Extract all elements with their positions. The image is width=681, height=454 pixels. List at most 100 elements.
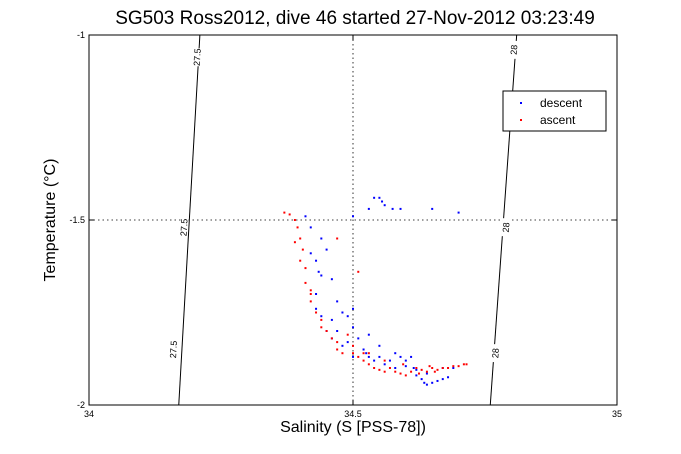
density-contour-label: 28: [490, 348, 501, 359]
data-point: [436, 368, 439, 371]
y-tick-label: -1: [77, 30, 85, 40]
data-point: [352, 355, 354, 358]
y-axis-label: Temperature (°C): [42, 159, 59, 282]
data-point: [299, 237, 302, 240]
x-tick-label: 34: [84, 409, 94, 419]
data-point: [365, 352, 368, 355]
data-point: [336, 330, 339, 332]
data-point: [436, 379, 439, 382]
data-point: [402, 363, 405, 366]
density-contour-label-bg: [509, 40, 519, 60]
density-contour-label-group: 27.5: [168, 340, 179, 359]
data-point: [357, 337, 360, 340]
data-point: [465, 363, 468, 366]
data-point: [301, 248, 304, 251]
data-point: [431, 381, 434, 384]
data-point: [352, 352, 354, 355]
data-point: [404, 359, 407, 362]
data-point: [352, 326, 354, 329]
data-point: [378, 355, 381, 358]
legend: descent ascent: [502, 90, 607, 132]
data-point: [304, 215, 307, 218]
data-point: [410, 370, 413, 373]
data-point: [423, 381, 426, 384]
chart-title: SG503 Ross2012, dive 46 started 27-Nov-2…: [115, 8, 595, 29]
data-point: [346, 315, 349, 318]
series-descent: [304, 196, 460, 386]
data-point: [315, 307, 318, 310]
density-contour-label-bg: [490, 343, 501, 363]
legend-marker: [520, 119, 522, 121]
x-axis-label: Salinity (S [PSS-78]): [280, 419, 426, 436]
x-tick-label: 34.5: [344, 409, 362, 419]
data-point: [404, 365, 407, 368]
data-point: [378, 344, 381, 347]
y-tick-label: -1.5: [69, 215, 85, 225]
data-point: [367, 333, 370, 336]
data-point: [288, 213, 291, 216]
data-point: [441, 367, 444, 369]
data-point: [391, 207, 394, 210]
data-point: [309, 226, 312, 229]
data-point: [415, 374, 418, 377]
data-point: [462, 363, 465, 366]
data-point: [425, 372, 428, 375]
data-point: [420, 378, 423, 381]
data-point: [399, 372, 402, 375]
data-point: [336, 300, 339, 303]
density-contour-label-bg: [501, 218, 511, 237]
data-point: [309, 252, 312, 255]
data-point: [341, 311, 344, 314]
data-point: [357, 270, 360, 273]
data-point: [428, 365, 431, 368]
legend-label: descent: [540, 96, 583, 110]
x-tick-label: 35: [612, 409, 622, 419]
data-point: [346, 333, 349, 336]
data-point: [431, 207, 434, 210]
data-point: [315, 311, 318, 314]
data-point: [362, 348, 365, 351]
data-point: [362, 352, 365, 355]
data-point: [457, 365, 460, 368]
data-point: [452, 367, 455, 369]
legend-marker: [520, 102, 522, 104]
series-ascent: [283, 211, 468, 377]
data-point: [309, 289, 312, 292]
density-contour-label: 27.5: [179, 218, 190, 236]
data-point: [341, 344, 344, 347]
data-point: [373, 367, 376, 369]
data-point: [412, 367, 415, 369]
data-point: [418, 372, 420, 375]
y-tick-label: -2: [77, 400, 85, 410]
data-point: [296, 226, 299, 229]
data-point: [330, 337, 333, 340]
data-point: [404, 374, 407, 377]
data-point: [315, 259, 318, 262]
data-point: [457, 211, 460, 214]
data-point: [420, 368, 423, 371]
data-point: [352, 307, 354, 310]
data-point: [373, 196, 376, 199]
legend-box: [502, 90, 607, 132]
data-point: [336, 348, 339, 351]
data-point: [394, 367, 397, 369]
data-point: [315, 293, 318, 295]
density-contour-label-bg: [192, 47, 202, 67]
data-point: [383, 363, 386, 366]
data-point: [373, 359, 376, 362]
density-contour-label: 28: [509, 44, 520, 55]
data-point: [309, 293, 312, 295]
axis-ticks: 34 34.5 35 -2 -1.5 -1: [69, 30, 622, 419]
density-contour-label: 27.5: [168, 340, 179, 358]
data-point: [320, 318, 323, 321]
grid-lines: [89, 35, 617, 405]
data-series: [283, 196, 468, 386]
data-point: [304, 267, 307, 270]
density-contour-label-group: 28: [490, 343, 501, 363]
density-contour-line: [178, 34, 201, 406]
data-point: [362, 359, 365, 362]
density-contour-label-group: 27.5: [192, 47, 203, 67]
data-point: [330, 278, 333, 281]
data-point: [336, 341, 339, 344]
data-point: [447, 367, 450, 369]
